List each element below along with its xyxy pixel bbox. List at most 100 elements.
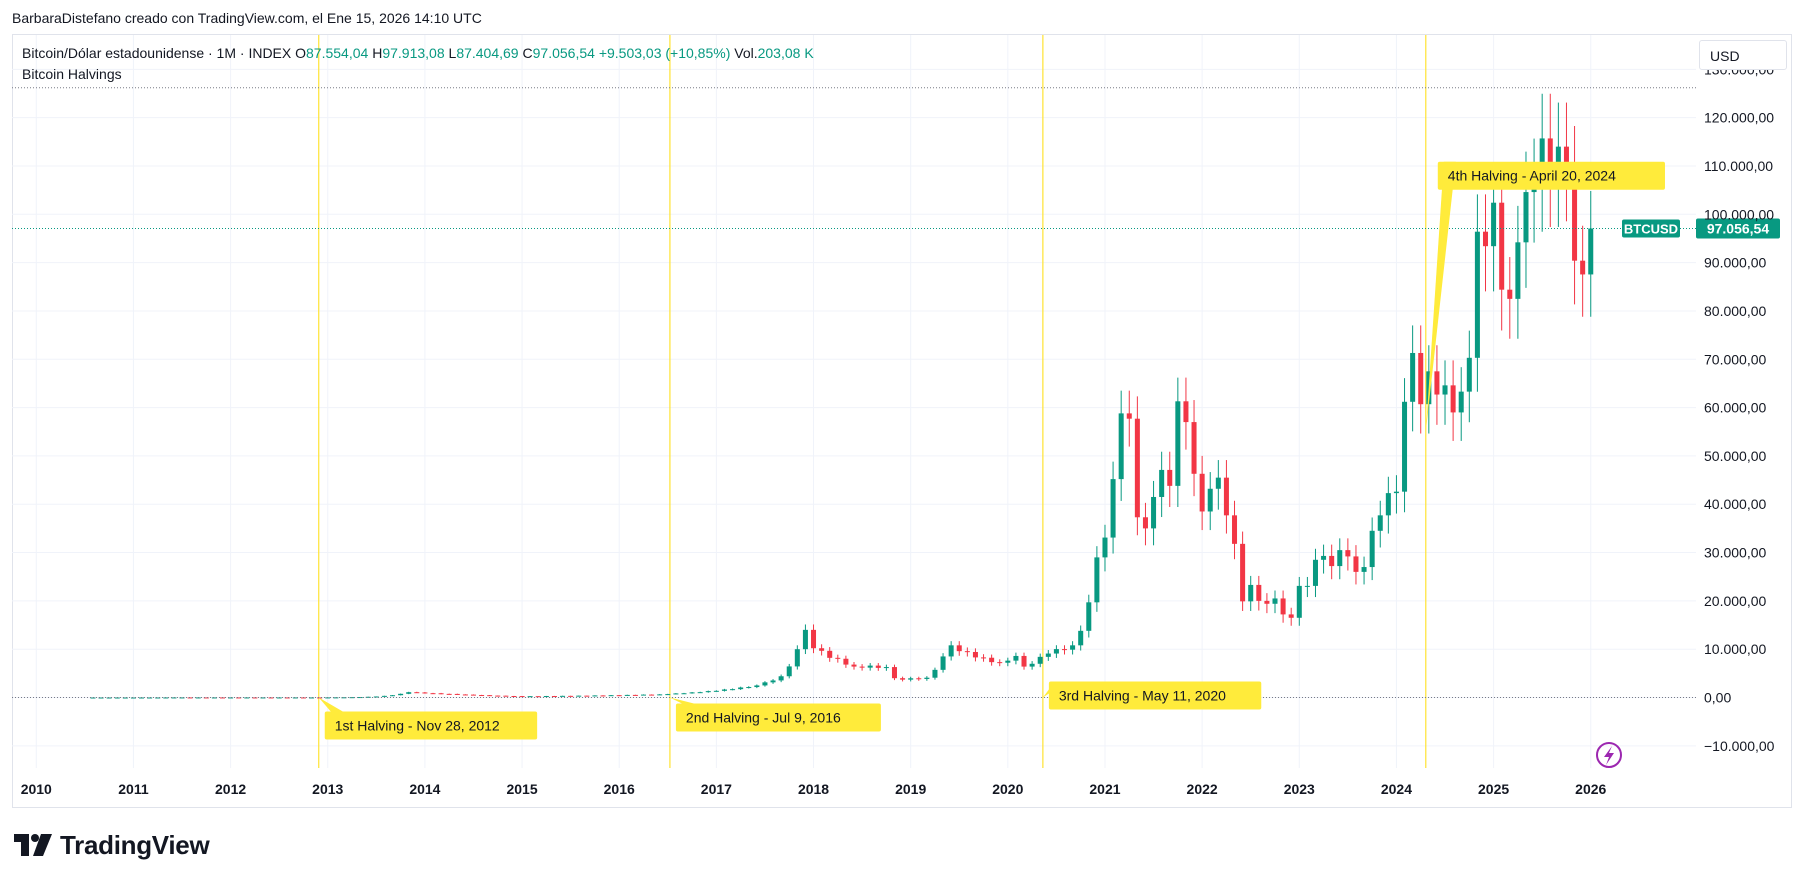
candle-body: [1264, 600, 1270, 604]
y-tick-label: 40.000,00: [1704, 496, 1766, 512]
volume-value: 203,08 K: [757, 45, 814, 61]
low-label: L: [448, 45, 457, 61]
candle: [511, 695, 517, 698]
candle-body: [802, 629, 808, 650]
candle: [1474, 194, 1480, 392]
candle: [932, 667, 938, 680]
candle: [1021, 652, 1027, 670]
candle-body: [1369, 530, 1375, 568]
candle: [1385, 476, 1391, 534]
candle-body: [1167, 469, 1173, 486]
candle-body: [1474, 231, 1480, 358]
candle: [819, 644, 825, 656]
candle: [98, 697, 104, 699]
candle: [373, 696, 379, 698]
candle: [292, 697, 298, 699]
candle: [130, 697, 136, 699]
candle: [1312, 548, 1318, 598]
candle-body: [438, 693, 444, 695]
candle-body: [649, 694, 655, 696]
candle-body: [705, 691, 711, 693]
candle: [479, 694, 485, 697]
candle-body: [1588, 228, 1594, 275]
candle: [1369, 517, 1375, 581]
candle-body: [1240, 543, 1246, 602]
candle: [681, 692, 687, 695]
candle-body: [1232, 515, 1238, 544]
halving-annotation-pointer: [669, 697, 694, 704]
candle: [1264, 593, 1270, 614]
candle-body: [292, 697, 298, 699]
currency-selector[interactable]: USD: [1699, 40, 1787, 70]
candle: [1499, 163, 1505, 331]
candle-body: [956, 645, 962, 652]
candle-body: [1361, 567, 1367, 572]
candle: [624, 694, 630, 696]
candle-body: [1458, 391, 1464, 413]
halving-annotation: 4th Halving - April 20, 2024: [1425, 161, 1665, 432]
candle-body: [1580, 260, 1586, 275]
candle-body: [1555, 146, 1561, 175]
candle-body: [576, 695, 582, 697]
candle-body: [730, 689, 736, 691]
candle: [1402, 378, 1408, 513]
candle-body: [1191, 422, 1197, 474]
candle-body: [341, 697, 347, 699]
candle-body: [584, 695, 590, 697]
indicator-legend[interactable]: Bitcoin Halvings: [22, 66, 122, 82]
candle: [147, 697, 153, 699]
candle-body: [1013, 655, 1019, 661]
candle-body: [1151, 496, 1157, 529]
candle: [1086, 594, 1092, 638]
candle: [155, 697, 161, 699]
candle: [1337, 538, 1343, 580]
candle-body: [916, 678, 922, 680]
candle-body: [924, 677, 930, 679]
y-tick-label: 50.000,00: [1704, 448, 1766, 464]
candle-body: [778, 676, 784, 681]
candle: [203, 697, 209, 699]
candle: [1442, 360, 1448, 425]
candle-body: [1377, 515, 1383, 531]
last-price-badge: [1696, 218, 1780, 239]
candle: [948, 641, 954, 661]
close-value: 97.056,54: [532, 45, 595, 61]
candle: [786, 663, 792, 679]
candle: [551, 695, 557, 698]
candle-body: [446, 693, 452, 695]
candle: [1045, 650, 1051, 661]
candle: [1361, 556, 1367, 585]
candle: [122, 697, 128, 699]
candle: [883, 664, 889, 671]
candle: [794, 645, 800, 670]
candle: [778, 674, 784, 683]
candle-body: [1175, 401, 1181, 486]
lightning-icon[interactable]: [1596, 742, 1622, 768]
candle-body: [972, 651, 978, 658]
candle: [1458, 367, 1464, 441]
candle: [1159, 451, 1165, 518]
symbol-name[interactable]: Bitcoin/Dólar estadounidense · 1M · INDE…: [22, 45, 292, 61]
y-tick-label: 30.000,00: [1704, 545, 1766, 561]
candle-body: [1183, 401, 1189, 423]
time-axis: 2010 2011 2012 2013 2014 2015 2016 2017 2018 2019…: [21, 781, 1607, 797]
candle-body: [746, 687, 752, 689]
x-tick-label: 2010: [21, 781, 52, 797]
tradingview-logo[interactable]: TradingView: [14, 830, 210, 860]
candle: [1215, 460, 1221, 510]
candle-body: [398, 693, 404, 696]
candle: [333, 697, 339, 699]
candle: [1029, 661, 1035, 670]
candle: [462, 694, 468, 696]
candle: [916, 676, 922, 681]
candle-body: [932, 669, 938, 678]
candle: [341, 697, 347, 699]
candle: [665, 693, 671, 696]
candle-body: [608, 695, 614, 697]
candle: [1005, 657, 1011, 667]
y-tick-label: −10.000,00: [1704, 738, 1775, 754]
candle: [770, 679, 776, 684]
candle: [535, 696, 541, 698]
candle-body: [90, 697, 96, 699]
